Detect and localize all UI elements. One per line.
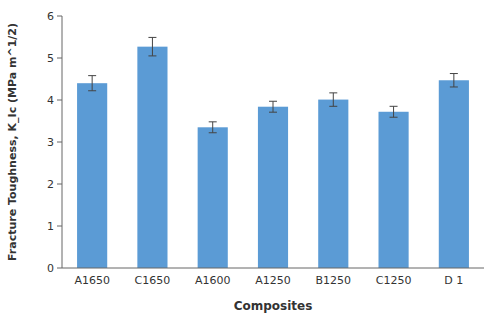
- bar: [258, 107, 288, 268]
- tick-label: 6: [47, 10, 54, 23]
- tick-label: 2: [47, 178, 54, 191]
- tick-mark: [57, 58, 62, 59]
- tick-mark: [57, 16, 62, 17]
- tick-mark: [57, 100, 62, 101]
- bar: [379, 112, 409, 268]
- error-bar: [329, 93, 337, 106]
- x-axis: A1650 C1650 A1600 A1250 B1250 C1250 D 1: [74, 274, 463, 287]
- error-bar: [450, 74, 458, 87]
- axis-line: [62, 16, 63, 268]
- error-bar: [88, 76, 96, 91]
- tick-label: D 1: [444, 274, 463, 287]
- tick-label: 3: [47, 136, 54, 149]
- error-bar: [269, 101, 277, 112]
- tick-mark: [57, 142, 62, 143]
- bar: [137, 47, 167, 268]
- tick-label: 1: [47, 220, 54, 233]
- tick-label: B1250: [316, 274, 352, 287]
- tick-label: A1600: [195, 274, 231, 287]
- bar: [439, 80, 469, 268]
- tick-label: C1650: [135, 274, 171, 287]
- tick-label: 5: [47, 52, 54, 65]
- bars: [77, 37, 469, 268]
- y-axis: 0 1 2 3 4 5 6: [47, 10, 62, 275]
- axis-title: Composites: [234, 299, 313, 313]
- tick-mark: [57, 268, 62, 269]
- error-bar: [209, 122, 217, 133]
- bar: [318, 100, 348, 268]
- tick-label: C1250: [376, 274, 412, 287]
- bar: [198, 127, 228, 268]
- bar: [77, 83, 107, 268]
- error-bar: [148, 37, 156, 55]
- tick-label: 0: [47, 262, 54, 275]
- chart: 0 1 2 3 4 5 6 A1650 C1650 A1600 A1250 B1250 C1250 D 1…: [0, 0, 500, 320]
- tick-mark: [57, 184, 62, 185]
- tick-label: 4: [47, 94, 54, 107]
- tick-label: A1650: [74, 274, 110, 287]
- error-bar: [390, 106, 398, 117]
- axis-title: Fracture Toughness, K_Ic (MPa m^1/2): [6, 23, 19, 261]
- axis-line: [62, 268, 484, 269]
- tick-mark: [57, 226, 62, 227]
- tick-label: A1250: [255, 274, 291, 287]
